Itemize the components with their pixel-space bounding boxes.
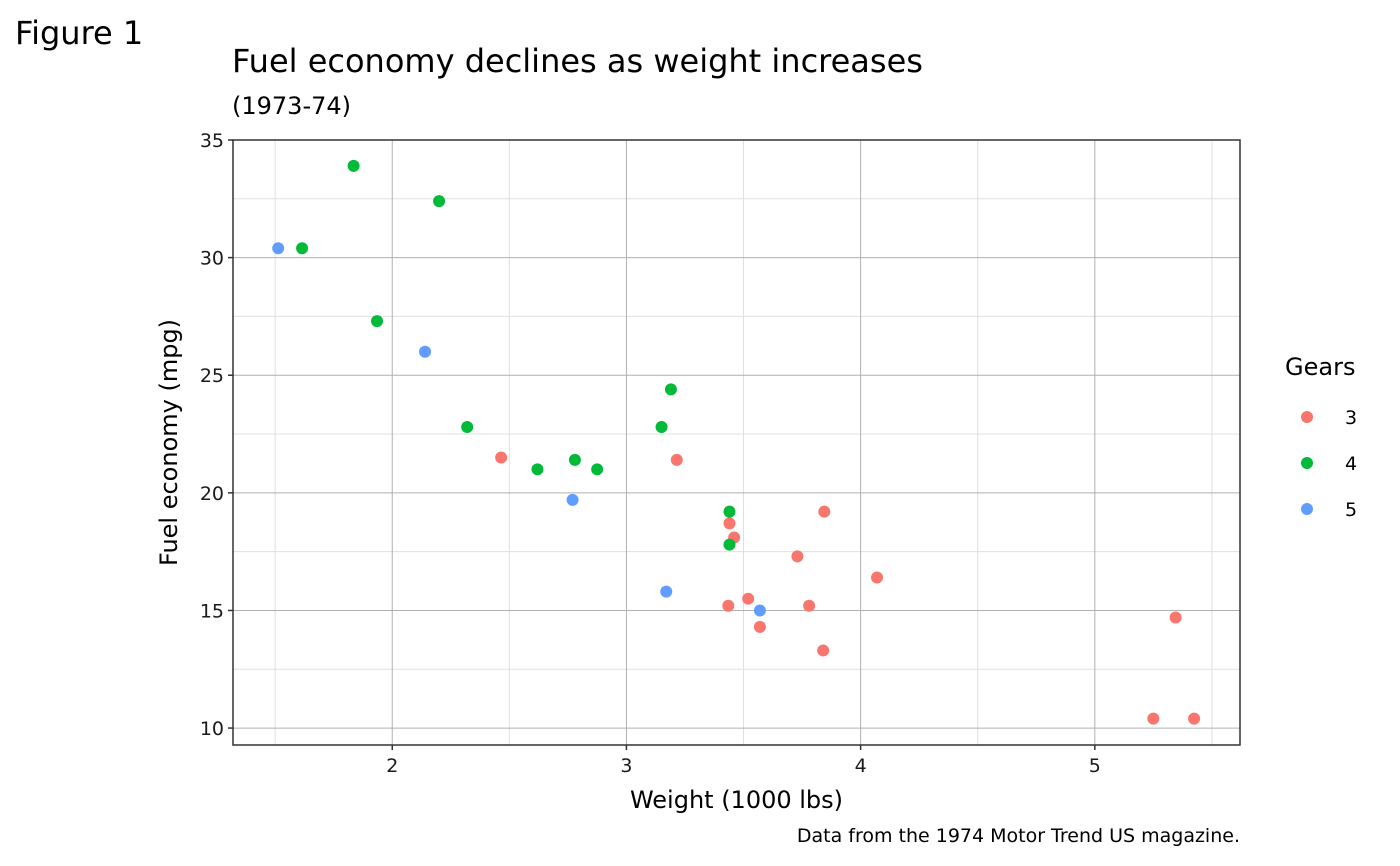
data-points <box>272 159 1201 725</box>
legend-title: Gears <box>1285 353 1355 381</box>
data-point-gear-4 <box>531 463 544 476</box>
data-point-gear-4 <box>591 463 604 476</box>
major-gridlines <box>233 139 1240 745</box>
x-tick-label: 2 <box>386 755 398 777</box>
data-point-gear-4 <box>296 242 309 255</box>
y-tick-label: 25 <box>200 365 224 387</box>
y-tick-label: 30 <box>200 248 224 270</box>
chart-caption: Data from the 1974 Motor Trend US magazi… <box>796 825 1240 847</box>
data-point-gear-3 <box>742 592 755 605</box>
data-point-gear-5 <box>660 585 673 598</box>
x-axis-title: Weight (1000 lbs) <box>630 786 843 814</box>
x-tick-label: 4 <box>855 755 867 777</box>
data-point-gear-3 <box>1169 611 1182 624</box>
data-point-gear-3 <box>670 453 683 466</box>
data-point-gear-3 <box>818 505 831 518</box>
data-point-gear-5 <box>272 242 285 255</box>
data-point-gear-5 <box>753 604 766 617</box>
x-tick-label: 5 <box>1089 755 1101 777</box>
x-tick-label: 3 <box>620 755 632 777</box>
legend-key-3 <box>1301 411 1313 423</box>
data-point-gear-4 <box>664 383 677 396</box>
data-point-gear-5 <box>419 345 432 358</box>
legend-label-5: 5 <box>1345 499 1357 521</box>
data-point-gear-3 <box>871 571 884 584</box>
legend-key-5 <box>1301 503 1313 515</box>
data-point-gear-4 <box>433 195 446 208</box>
data-point-gear-4 <box>461 420 474 433</box>
legend-label-3: 3 <box>1345 407 1357 429</box>
y-tick-label: 20 <box>200 483 224 505</box>
legend: Gears 3 4 5 <box>1285 353 1357 521</box>
data-point-gear-4 <box>568 453 581 466</box>
plot-panel-border <box>232 139 1241 746</box>
figure-label: Figure 1 <box>15 14 144 52</box>
data-point-gear-4 <box>655 420 668 433</box>
data-point-gear-4 <box>723 538 736 551</box>
data-point-gear-3 <box>723 517 736 530</box>
data-point-gear-5 <box>566 493 579 506</box>
data-point-gear-3 <box>495 451 508 464</box>
x-axis: 2 3 4 5 <box>386 745 1101 777</box>
y-tick-label: 15 <box>200 600 224 622</box>
chart-title: Fuel economy declines as weight increase… <box>232 42 923 80</box>
chart-subtitle: (1973-74) <box>232 92 352 120</box>
legend-label-4: 4 <box>1345 453 1357 475</box>
data-point-gear-3 <box>791 550 804 563</box>
data-point-gear-3 <box>1147 712 1160 725</box>
y-tick-label: 35 <box>200 130 224 152</box>
data-point-gear-3 <box>1188 712 1201 725</box>
legend-key-4 <box>1301 457 1313 469</box>
y-axis: 10 15 20 25 30 35 <box>200 130 233 740</box>
data-point-gear-3 <box>722 599 735 612</box>
y-tick-label: 10 <box>200 718 224 740</box>
data-point-gear-4 <box>371 315 384 328</box>
data-point-gear-3 <box>817 644 830 657</box>
data-point-gear-3 <box>753 620 766 633</box>
minor-gridlines <box>233 140 1240 745</box>
data-point-gear-3 <box>803 599 816 612</box>
y-axis-title: Fuel economy (mpg) <box>155 319 183 566</box>
data-point-gear-4 <box>723 505 736 518</box>
data-point-gear-4 <box>347 159 360 172</box>
